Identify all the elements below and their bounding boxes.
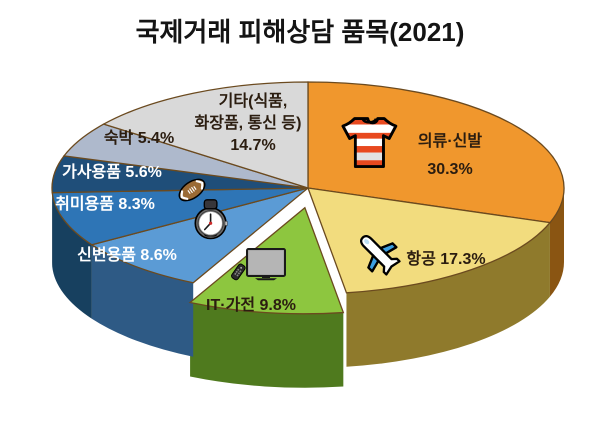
svg-text:신변용품 8.6%: 신변용품 8.6% xyxy=(77,246,177,264)
svg-text:14.7%: 14.7% xyxy=(230,137,275,154)
svg-text:항공 17.3%: 항공 17.3% xyxy=(406,249,485,268)
svg-text:30.3%: 30.3% xyxy=(427,161,472,178)
svg-text:화장품, 통신 등): 화장품, 통신 등) xyxy=(195,113,302,132)
svg-text:숙박 5.4%: 숙박 5.4% xyxy=(104,128,174,147)
svg-text:가사용품 5.6%: 가사용품 5.6% xyxy=(62,163,162,181)
svg-text:의류·신발: 의류·신발 xyxy=(418,132,482,150)
svg-text:기타(식품,: 기타(식품, xyxy=(219,92,288,110)
svg-text:취미용품 8.3%: 취미용품 8.3% xyxy=(55,195,155,213)
svg-text:IT·가전 9.8%: IT·가전 9.8% xyxy=(206,296,296,314)
